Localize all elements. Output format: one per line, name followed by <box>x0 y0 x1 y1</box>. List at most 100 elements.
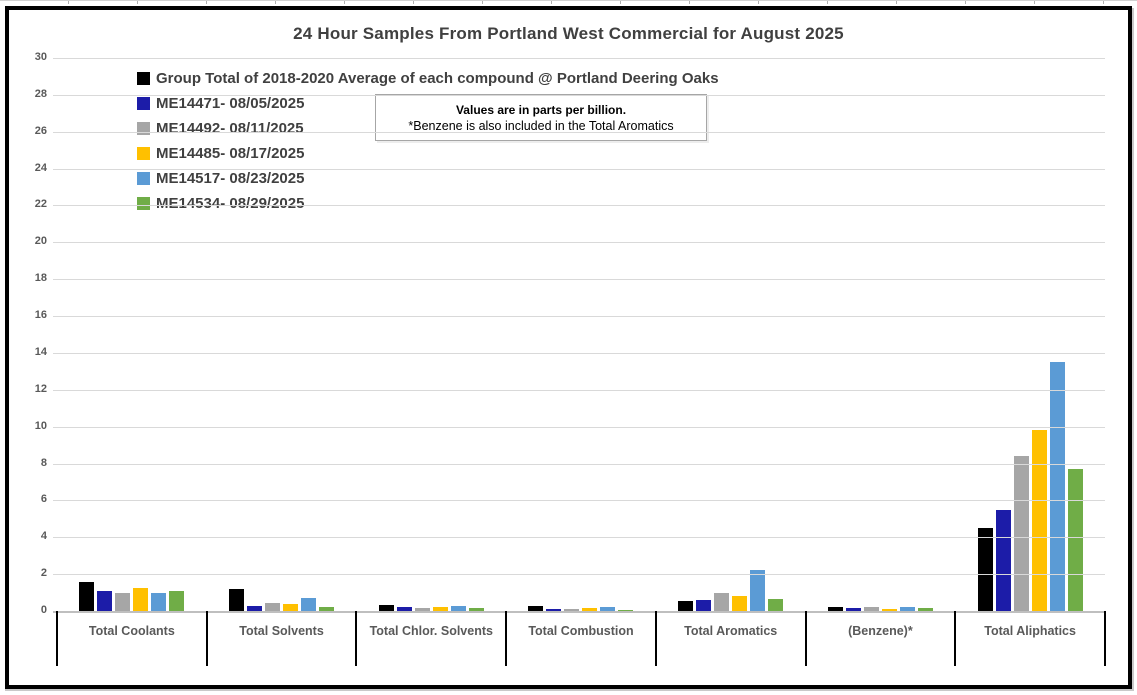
gridline <box>53 94 1105 96</box>
bar <box>845 608 861 611</box>
y-axis-tick-label: 30 <box>34 51 47 63</box>
gridline <box>53 389 1105 391</box>
note-units-text: Values are in parts per billion. <box>455 102 627 117</box>
gridline <box>53 537 1105 539</box>
y-axis-tick-label: 14 <box>34 345 47 358</box>
bar <box>618 610 634 611</box>
category-divider <box>205 611 208 666</box>
bar <box>696 600 712 611</box>
category-divider <box>954 611 957 666</box>
bar <box>995 510 1011 611</box>
bar <box>432 607 448 611</box>
legend-swatch-icon <box>137 122 150 135</box>
category-divider <box>804 611 807 666</box>
x-axis-line <box>53 611 1105 613</box>
legend-item: ME14485- 08/17/2025 <box>137 141 719 166</box>
bar <box>301 598 317 611</box>
bar-group-2 <box>207 589 357 611</box>
legend-swatch-icon <box>137 97 150 110</box>
y-axis-tick-label: 6 <box>40 493 47 506</box>
gridline <box>53 463 1105 465</box>
category-label: Total Aliphatics <box>984 624 1076 638</box>
bar <box>564 609 580 611</box>
bar-group-4 <box>506 606 656 611</box>
gridline <box>53 352 1105 354</box>
bar <box>450 606 466 611</box>
spreadsheet-gridline-ticks <box>0 0 1137 4</box>
bar-group-3 <box>356 605 506 611</box>
bar <box>468 608 484 611</box>
legend-item: ME14534- 08/29/2025 <box>137 191 719 216</box>
bar-group-5 <box>656 570 806 611</box>
gridline <box>53 316 1105 318</box>
chart-title: 24 Hour Samples From Portland West Comme… <box>293 24 844 43</box>
bar <box>899 607 915 611</box>
bar <box>1031 430 1047 611</box>
bar-group-7 <box>955 362 1105 611</box>
gridline <box>53 205 1105 207</box>
legend-swatch-icon <box>137 147 150 160</box>
bar <box>97 591 113 611</box>
bar <box>229 589 245 611</box>
bar <box>265 603 281 611</box>
category-divider <box>56 611 58 666</box>
bar <box>414 608 430 611</box>
legend: Group Total of 2018-2020 Average of each… <box>137 66 719 216</box>
note-benzene-text: *Benzene is also included in the Total A… <box>408 118 674 133</box>
bar <box>79 582 95 611</box>
legend-item: Group Total of 2018-2020 Average of each… <box>137 66 719 91</box>
legend-label: ME14534- 08/29/2025 <box>156 195 305 212</box>
gridline <box>53 168 1105 170</box>
bar <box>678 601 694 611</box>
y-axis-tick-label: 12 <box>34 382 47 395</box>
bar <box>319 607 335 611</box>
bar <box>881 609 897 611</box>
bar-group-6 <box>806 607 956 611</box>
bar <box>863 607 879 611</box>
gridline <box>53 58 1105 59</box>
y-axis-tick-label: 22 <box>34 198 47 211</box>
y-axis-tick-label: 2 <box>40 567 47 580</box>
y-axis-tick-label: 8 <box>40 456 47 469</box>
y-axis-tick-label: 28 <box>34 87 47 100</box>
bar <box>546 609 562 611</box>
bar <box>600 607 616 611</box>
y-axis-tick-label: 16 <box>34 309 47 322</box>
bar <box>169 591 185 611</box>
category-label: (Benzene)* <box>848 624 913 638</box>
chart-area: 24 Hour Samples From Portland West Comme… <box>9 10 1128 685</box>
category-divider <box>355 611 358 666</box>
bar <box>750 570 766 611</box>
bar <box>115 593 131 611</box>
category-label: Total Chlor. Solvents <box>369 624 493 638</box>
category-label: Total Solvents <box>239 624 324 638</box>
legend-label: ME14485- 08/17/2025 <box>156 145 305 162</box>
gridline <box>53 500 1105 502</box>
legend-label: ME14517- 08/23/2025 <box>156 170 305 187</box>
gridline <box>53 131 1105 133</box>
bar <box>151 593 167 611</box>
category-label: Total Aromatics <box>684 624 778 638</box>
y-axis-tick-label: 4 <box>40 530 47 543</box>
y-axis-tick-label: 24 <box>34 161 47 174</box>
legend-label: ME14471- 08/05/2025 <box>156 95 305 112</box>
chart-frame: 24 Hour Samples From Portland West Comme… <box>5 6 1132 689</box>
legend-swatch-icon <box>137 72 150 85</box>
category-label: Total Coolants <box>88 624 175 638</box>
bar <box>133 588 149 611</box>
category-label: Total Combustion <box>528 624 634 638</box>
category-divider <box>654 611 657 666</box>
y-axis-tick-label: 10 <box>34 419 47 432</box>
category-divider <box>1104 611 1106 666</box>
gridline <box>53 279 1105 281</box>
note-box: Values are in parts per billion. *Benzen… <box>375 94 707 141</box>
bar <box>827 607 843 611</box>
bar <box>528 606 544 611</box>
plot-area <box>57 58 1105 611</box>
bar <box>1067 469 1083 611</box>
legend-label: ME14492- 08/11/2025 <box>156 120 304 137</box>
category-divider <box>505 611 508 666</box>
bar <box>768 599 784 611</box>
bar <box>582 608 598 611</box>
y-axis-tick-label: 0 <box>40 604 47 616</box>
